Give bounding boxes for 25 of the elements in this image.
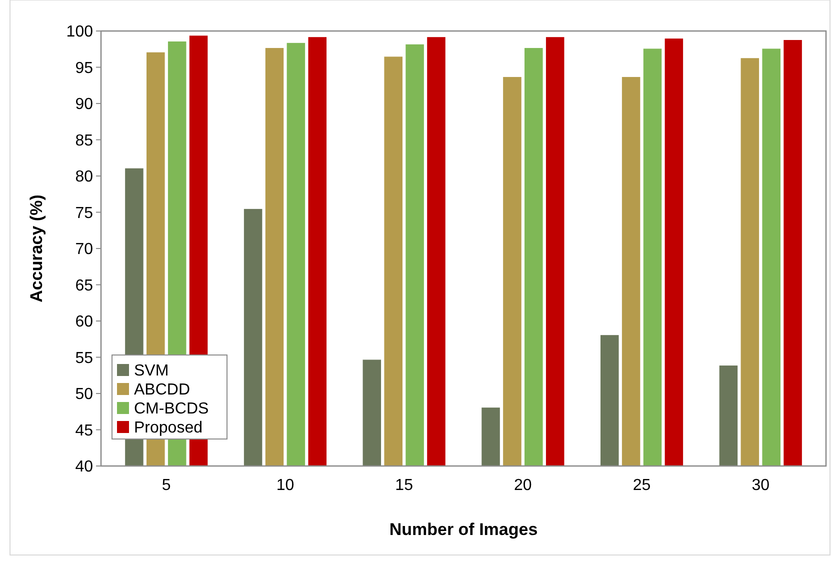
legend-label: CM-BCDS	[134, 400, 209, 418]
y-axis-title: Accuracy (%)	[27, 194, 46, 302]
y-tick-label: 70	[75, 241, 94, 258]
x-tick-label: 25	[632, 477, 651, 494]
x-axis-title: Number of Images	[389, 520, 538, 539]
y-tick-label: 60	[75, 314, 94, 331]
y-tick-label: 90	[75, 96, 94, 114]
y-tick-label: 50	[75, 386, 94, 404]
x-tick-label: 30	[752, 477, 770, 494]
y-tick-label: 100	[66, 24, 94, 41]
x-tick-label: 15	[395, 477, 414, 494]
y-tick-label: 65	[75, 277, 94, 294]
y-tick-label: 45	[75, 422, 94, 440]
legend-label: ABCDD	[134, 382, 190, 399]
legend-label: SVM	[134, 362, 169, 380]
y-tick-label: 85	[75, 132, 94, 150]
y-tick-label: 55	[75, 350, 94, 367]
y-tick-label: 80	[75, 168, 94, 186]
x-tick-label: 20	[514, 477, 532, 494]
y-tick-label: 40	[75, 458, 94, 476]
y-tick-label: 95	[75, 60, 94, 77]
y-tick-label: 75	[75, 204, 94, 222]
x-tick-label: 10	[276, 477, 294, 494]
legend-label: Proposed	[134, 420, 202, 437]
x-tick-label: 5	[162, 477, 171, 494]
